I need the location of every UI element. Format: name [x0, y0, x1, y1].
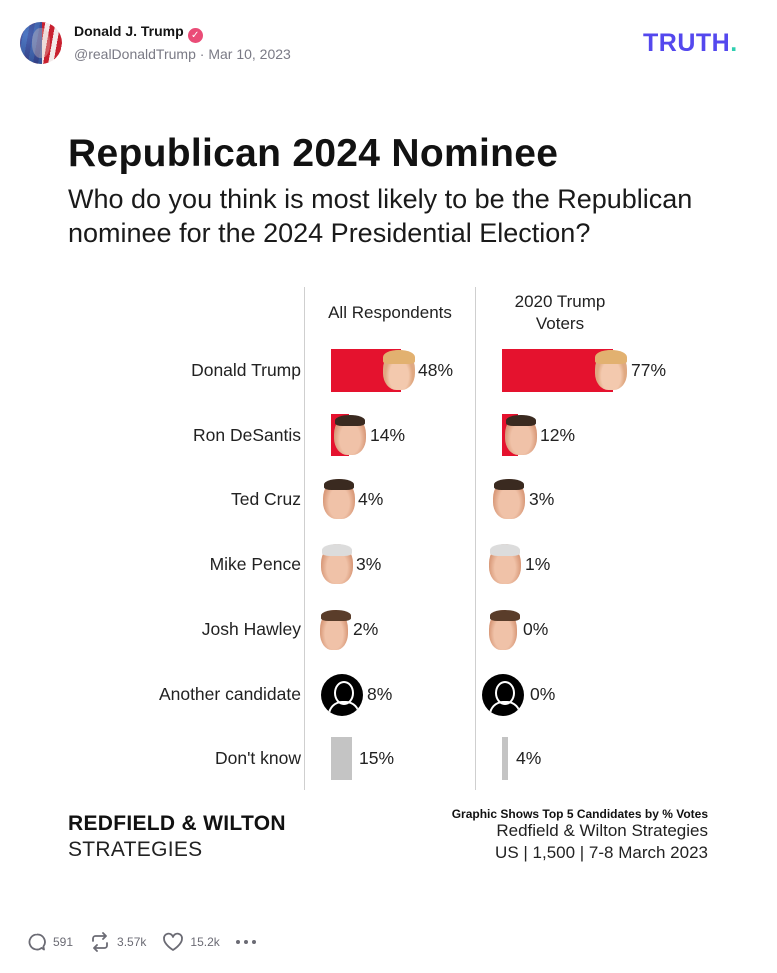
chart-question: Who do you think is most likely to be th… — [68, 184, 693, 248]
post-header: Donald J. Trump ✓ @realDonaldTrump · Mar … — [0, 0, 777, 80]
footnote-sample: US | 1,500 | 7-8 March 2023 — [495, 843, 708, 862]
value-voters-trump: 77% — [631, 360, 667, 380]
pence-face-icon — [489, 544, 521, 584]
row-label-desantis: Ron DeSantis — [193, 425, 301, 445]
value-all-trump: 48% — [418, 360, 454, 380]
reply-icon — [28, 933, 46, 951]
like-count: 15.2k — [190, 935, 220, 949]
bar-all-dont-know — [331, 737, 352, 780]
column-header-trump-voters: 2020 Trump Voters — [514, 292, 606, 333]
anonymous-person-icon — [321, 674, 363, 716]
row-label-cruz: Ted Cruz — [230, 489, 301, 509]
author-name[interactable]: Donald J. Trump ✓ — [74, 23, 203, 43]
footnote-top5: Graphic Shows Top 5 Candidates by % Vote… — [451, 807, 708, 821]
like-button[interactable]: 15.2k — [162, 932, 220, 952]
author-meta: @realDonaldTrump · Mar 10, 2023 — [74, 46, 291, 62]
poll-graphic[interactable]: Republican 2024 Nominee Who do you think… — [0, 80, 777, 900]
bar-voters-trump — [502, 349, 613, 392]
value-voters-dont-know: 4% — [516, 748, 542, 768]
hawley-face-icon — [489, 610, 520, 650]
trump-face-icon — [595, 350, 627, 390]
cruz-face-icon — [493, 479, 525, 519]
truth-logo[interactable]: TRUTH. — [643, 29, 738, 58]
row-label-hawley: Josh Hawley — [201, 619, 301, 639]
row-label-dont-know: Don't know — [214, 748, 301, 768]
verified-badge-icon: ✓ — [187, 28, 203, 43]
retruth-icon — [92, 932, 108, 952]
reply-button[interactable]: 591 — [27, 932, 73, 952]
more-dots-icon[interactable] — [235, 940, 256, 944]
logo-text: TRUTH — [643, 29, 731, 57]
row-label-trump: Donald Trump — [191, 360, 301, 380]
post-date[interactable]: Mar 10, 2023 — [208, 46, 291, 62]
bar-voters-dont-know — [502, 737, 508, 780]
cruz-face-icon — [323, 479, 355, 519]
anonymous-person-icon — [482, 674, 524, 716]
column-header-all: All Respondents — [328, 303, 452, 322]
desantis-face-icon — [334, 415, 366, 455]
post-actions: 591 3.57k 15.2k — [27, 930, 272, 954]
row-label-another: Another candidate — [158, 684, 301, 704]
brand-name-line2: STRATEGIES — [68, 838, 203, 861]
value-voters-desantis: 12% — [540, 425, 576, 445]
author-name-text[interactable]: Donald J. Trump — [74, 23, 184, 39]
heart-icon — [163, 932, 184, 951]
desantis-face-icon — [505, 415, 537, 455]
value-voters-pence: 1% — [525, 554, 551, 574]
column-divider-left — [304, 287, 305, 790]
value-voters-cruz: 3% — [529, 489, 555, 509]
value-all-cruz: 4% — [358, 489, 384, 509]
value-all-hawley: 2% — [353, 619, 379, 639]
brand-name-line1: REDFIELD & WILTON — [68, 812, 286, 835]
reply-count: 591 — [53, 935, 74, 949]
value-all-dont-know: 15% — [359, 748, 395, 768]
value-voters-hawley: 0% — [523, 619, 549, 639]
value-all-desantis: 14% — [370, 425, 406, 445]
trump-face-icon — [383, 350, 415, 390]
author-handle[interactable]: @realDonaldTrump — [74, 46, 196, 62]
meta-separator: · — [199, 46, 205, 62]
logo-dot: . — [730, 29, 738, 57]
retruth-count: 3.57k — [117, 935, 147, 949]
value-all-pence: 3% — [356, 554, 382, 574]
retruth-button[interactable]: 3.57k — [89, 932, 146, 952]
hawley-face-icon — [320, 610, 351, 650]
value-all-another: 8% — [367, 684, 393, 704]
pence-face-icon — [321, 544, 353, 584]
value-voters-another: 0% — [530, 684, 556, 704]
column-divider-middle — [475, 287, 476, 790]
avatar[interactable] — [20, 22, 62, 64]
row-label-pence: Mike Pence — [209, 554, 301, 574]
chart-title: Republican 2024 Nominee — [68, 132, 559, 175]
footnote-source: Redfield & Wilton Strategies — [496, 821, 708, 840]
